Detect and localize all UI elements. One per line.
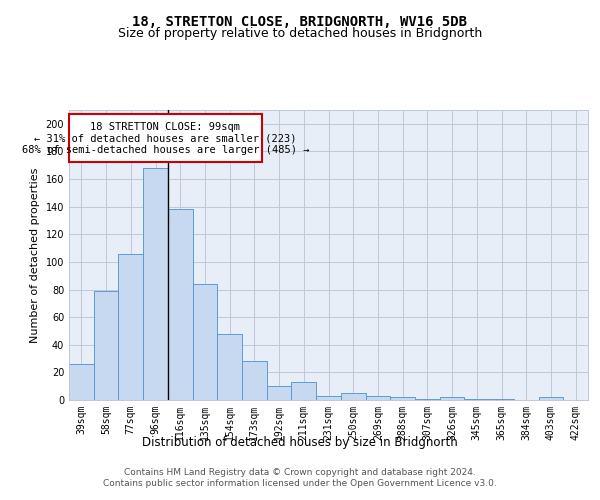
Bar [118, 254, 143, 400]
Bar [415, 398, 440, 400]
Text: 18 STRETTON CLOSE: 99sqm
← 31% of detached houses are smaller (223)
68% of semi-: 18 STRETTON CLOSE: 99sqm ← 31% of detach… [22, 122, 309, 155]
Text: Contains HM Land Registry data © Crown copyright and database right 2024.
Contai: Contains HM Land Registry data © Crown c… [103, 468, 497, 487]
Bar [193, 284, 217, 400]
Bar [365, 396, 390, 400]
Bar [143, 168, 168, 400]
Bar [440, 397, 464, 400]
Bar [292, 382, 316, 400]
Bar [94, 291, 118, 400]
Bar [316, 396, 341, 400]
Bar [539, 397, 563, 400]
Text: Distribution of detached houses by size in Bridgnorth: Distribution of detached houses by size … [142, 436, 458, 449]
Text: 18, STRETTON CLOSE, BRIDGNORTH, WV16 5DB: 18, STRETTON CLOSE, BRIDGNORTH, WV16 5DB [133, 15, 467, 29]
Bar [168, 210, 193, 400]
Y-axis label: Number of detached properties: Number of detached properties [30, 168, 40, 342]
Bar [489, 398, 514, 400]
FancyBboxPatch shape [69, 114, 262, 162]
Text: Size of property relative to detached houses in Bridgnorth: Size of property relative to detached ho… [118, 28, 482, 40]
Bar [217, 334, 242, 400]
Bar [267, 386, 292, 400]
Bar [69, 364, 94, 400]
Bar [341, 393, 365, 400]
Bar [464, 398, 489, 400]
Bar [390, 397, 415, 400]
Bar [242, 362, 267, 400]
